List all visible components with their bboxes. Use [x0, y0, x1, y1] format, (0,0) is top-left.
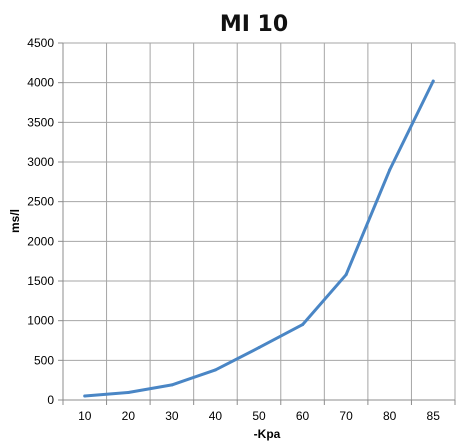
- x-tick-label: 50: [252, 409, 266, 423]
- data-point: [126, 390, 130, 394]
- x-tick-label: 80: [383, 409, 397, 423]
- axes: [58, 42, 456, 405]
- data-point: [301, 323, 305, 327]
- x-tick-label: 40: [209, 409, 223, 423]
- x-tick-labels: 10 20 30 40 50 60 70 80 85: [78, 409, 440, 423]
- data-point: [213, 368, 217, 372]
- x-tick-label: 85: [427, 409, 441, 423]
- x-tick-label: 60: [296, 409, 310, 423]
- y-tick-label: 1500: [27, 274, 54, 288]
- data-point: [344, 273, 348, 277]
- x-tick-label: 70: [339, 409, 353, 423]
- series-layer: [83, 79, 435, 398]
- y-tick-label: 500: [34, 353, 54, 367]
- y-tick-label: 3500: [27, 115, 54, 129]
- y-tick-label: 3000: [27, 155, 54, 169]
- data-point: [257, 346, 261, 350]
- grid: [63, 42, 456, 401]
- chart-title: MI 10: [220, 12, 288, 37]
- data-point: [388, 168, 392, 172]
- data-point: [170, 383, 174, 387]
- y-tick-label: 1000: [27, 314, 54, 328]
- y-tick-labels: 0 500 1000 1500 2000 2500 3000 3500 4000 4500: [27, 36, 54, 407]
- y-tick-label: 2500: [27, 195, 54, 209]
- y-axis-label: ms/l: [8, 209, 22, 233]
- x-axis-label: -Kpa: [254, 427, 281, 441]
- y-tick-label: 2000: [27, 234, 54, 248]
- y-tick-label: 0: [47, 393, 54, 407]
- y-tick-label: 4500: [27, 36, 54, 50]
- data-point: [83, 394, 87, 398]
- y-tick-label: 4000: [27, 76, 54, 90]
- data-point: [431, 79, 435, 83]
- x-tick-label: 10: [78, 409, 92, 423]
- x-tick-label: 20: [122, 409, 136, 423]
- x-tick-label: 30: [165, 409, 179, 423]
